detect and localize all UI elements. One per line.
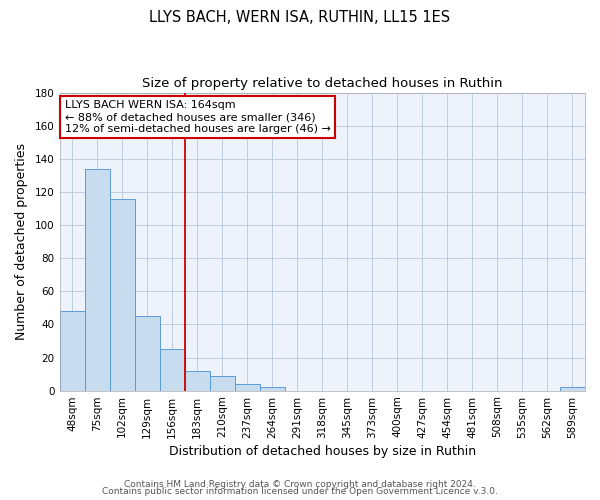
Bar <box>560 388 585 390</box>
Bar <box>185 370 209 390</box>
Bar <box>209 376 235 390</box>
Bar <box>235 384 260 390</box>
Bar <box>59 311 85 390</box>
Text: LLYS BACH WERN ISA: 164sqm
← 88% of detached houses are smaller (346)
12% of sem: LLYS BACH WERN ISA: 164sqm ← 88% of deta… <box>65 100 331 134</box>
Bar <box>85 169 110 390</box>
X-axis label: Distribution of detached houses by size in Ruthin: Distribution of detached houses by size … <box>169 444 476 458</box>
Bar <box>110 199 134 390</box>
Text: Contains public sector information licensed under the Open Government Licence v.: Contains public sector information licen… <box>102 487 498 496</box>
Bar <box>134 316 160 390</box>
Y-axis label: Number of detached properties: Number of detached properties <box>15 144 28 340</box>
Text: Contains HM Land Registry data © Crown copyright and database right 2024.: Contains HM Land Registry data © Crown c… <box>124 480 476 489</box>
Bar <box>260 388 285 390</box>
Bar <box>160 349 185 391</box>
Title: Size of property relative to detached houses in Ruthin: Size of property relative to detached ho… <box>142 78 503 90</box>
Text: LLYS BACH, WERN ISA, RUTHIN, LL15 1ES: LLYS BACH, WERN ISA, RUTHIN, LL15 1ES <box>149 10 451 25</box>
